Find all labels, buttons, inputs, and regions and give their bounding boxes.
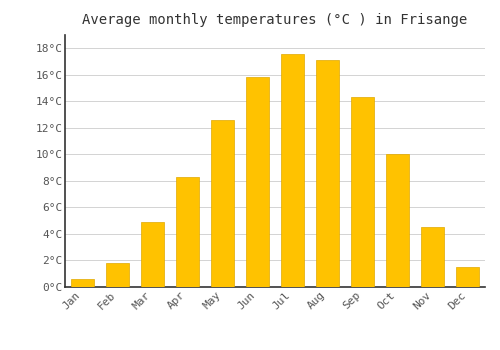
Bar <box>211 120 234 287</box>
Bar <box>246 77 269 287</box>
Bar <box>351 97 374 287</box>
Bar <box>141 222 164 287</box>
Title: Average monthly temperatures (°C ) in Frisange: Average monthly temperatures (°C ) in Fr… <box>82 13 468 27</box>
Bar <box>316 60 339 287</box>
Bar <box>106 263 129 287</box>
Bar <box>281 54 304 287</box>
Bar <box>386 154 409 287</box>
Bar <box>71 279 94 287</box>
Bar <box>421 227 444 287</box>
Bar <box>176 177 199 287</box>
Bar <box>456 267 479 287</box>
